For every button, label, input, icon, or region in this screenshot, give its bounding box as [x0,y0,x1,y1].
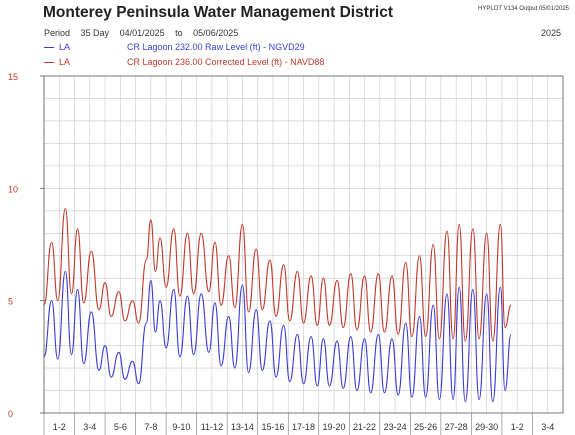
plot-frame [43,75,564,414]
x-tick-label: 27-28 [445,422,468,432]
x-tick-label: 19-20 [323,422,346,432]
chart-title: Monterey Peninsula Water Management Dist… [43,4,393,21]
x-tick-label: 13-14 [231,422,254,432]
series-line-corrected-level [43,208,512,342]
period-start-date: 04/01/2025 [119,28,165,38]
x-tick-label: 11-12 [201,422,223,432]
x-tick-label: 21-22 [353,422,376,432]
y-tick-label: 15 [8,72,18,82]
x-tick-label: 3-4 [541,422,554,432]
legend-series-name: CR Lagoon 232.00 Raw Level (ft) - NGVD29 [127,42,305,52]
legend-code: LA [59,42,71,52]
period-days: 35 Day [80,28,110,38]
x-tick-label: 1-2 [511,422,524,432]
year-label: 2025 [540,28,561,38]
x-tick-label: 9-10 [172,422,190,432]
x-tick-label: 7-8 [144,422,157,432]
legend-line-icon [44,46,54,48]
x-tick-label: 29-30 [475,422,498,432]
period-label: Period [44,28,71,38]
period-to-label: to [175,28,183,38]
plot-output-info: HYPLOT V134 Output 05/01/2025 [478,6,569,12]
series-line-raw-level [43,270,512,403]
legend-code: LA [59,57,71,67]
x-tick-label: 25-26 [414,422,437,432]
x-tick-label: 15-16 [261,422,284,432]
x-tick-label: 23-24 [384,422,407,432]
legend-series-name: CR Lagoon 236.00 Corrected Level (ft) - … [127,57,325,67]
legend-entry-raw: LA CR Lagoon 232.00 Raw Level (ft) - NGV… [44,42,305,52]
x-tick-label: 17-18 [292,422,315,432]
legend-entry-corrected: LA CR Lagoon 236.00 Corrected Level (ft)… [44,57,324,67]
x-tick-label: 1-2 [53,422,66,432]
x-tick-label: 3-4 [83,422,96,432]
period-line: Period 35 Day 04/01/2025 to 05/06/2025 [44,28,246,38]
y-tick-label: 10 [8,184,18,194]
legend-line-icon [44,61,54,63]
x-tick-label: 5-6 [114,422,127,432]
y-tick-label: 5 [8,297,13,307]
period-end-date: 05/06/2025 [193,28,239,38]
y-tick-label: 0 [8,409,13,419]
